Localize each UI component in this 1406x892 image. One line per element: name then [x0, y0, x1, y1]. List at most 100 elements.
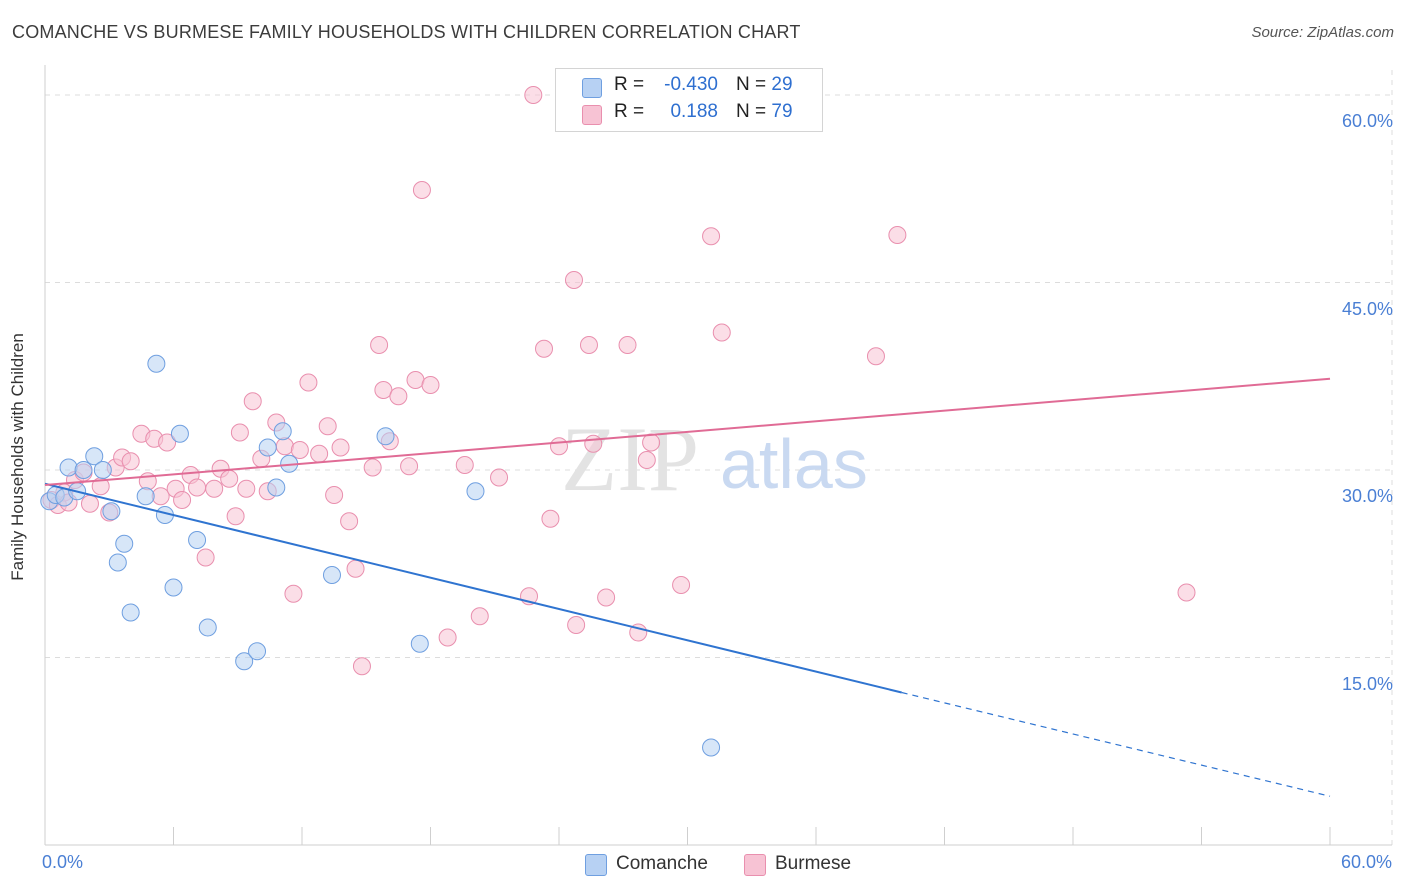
- burmese-point: [230, 423, 249, 442]
- axes: [44, 65, 1392, 846]
- bottom-legend-label-comanche: Comanche: [616, 853, 708, 874]
- burmese-point: [421, 376, 440, 394]
- comanche-point: [93, 461, 112, 479]
- burmese-point: [275, 437, 294, 456]
- burmese-point: [188, 478, 207, 497]
- burmese-point: [226, 507, 245, 526]
- comanche-point: [115, 534, 134, 553]
- burmese-point: [158, 433, 177, 452]
- bottom-legend-label-burmese: Burmese: [775, 853, 852, 874]
- comanche-trend-line: [44, 482, 902, 694]
- burmese-point: [535, 339, 554, 358]
- burmese-point: [455, 456, 474, 474]
- burmese-point: [672, 576, 691, 594]
- burmese-trend-line: [44, 377, 1331, 486]
- trend-lines: [44, 377, 1331, 797]
- gridlines: [45, 70, 1393, 845]
- burmese-point: [290, 441, 309, 459]
- burmese-point: [637, 451, 656, 469]
- comanche-point: [164, 578, 183, 597]
- stats-legend: R = -0.430 N = 29 R = 0.188 N = 79: [555, 68, 823, 132]
- burmese-point: [363, 458, 382, 477]
- burmese-point: [325, 486, 344, 504]
- burmese-point: [205, 479, 224, 498]
- comanche-point: [136, 487, 155, 506]
- burmese-point: [888, 226, 907, 244]
- burmese-point: [331, 438, 350, 457]
- comanche-point: [410, 634, 429, 653]
- burmese-point: [196, 548, 215, 567]
- burmese-point: [352, 657, 371, 676]
- comanche-point: [258, 438, 277, 457]
- burmese-point: [346, 559, 365, 578]
- bottom-legend-swatch-burmese: [744, 854, 766, 876]
- comanche-point: [59, 458, 78, 477]
- burmese-point: [642, 433, 661, 452]
- burmese-point: [80, 494, 99, 513]
- legend-n: N = 29: [736, 74, 793, 96]
- y-tick-label: 60.0%: [1341, 111, 1393, 131]
- y-tick-label: 15.0%: [1341, 673, 1393, 694]
- burmese-point: [524, 86, 543, 104]
- burmese-point: [866, 347, 885, 366]
- legend-n-label: N =: [736, 101, 767, 122]
- burmese-point: [243, 392, 262, 411]
- x-tick-label-min: 0.0%: [42, 852, 84, 872]
- comanche-point: [466, 482, 485, 501]
- burmese-point: [618, 336, 637, 354]
- comanche-point: [188, 531, 207, 549]
- burmese-point: [173, 491, 192, 509]
- legend-n-label: N =: [736, 74, 767, 95]
- legend-r-label: R =: [614, 74, 645, 95]
- burmese-point: [550, 437, 568, 456]
- legend-n-value: 29: [771, 74, 793, 95]
- comanche-point: [102, 502, 121, 521]
- legend-r-value: -0.430: [664, 74, 718, 95]
- legend-r-label: R =: [614, 101, 645, 122]
- burmese-point: [151, 487, 170, 506]
- comanche-point: [74, 461, 93, 479]
- burmese-point: [237, 479, 256, 498]
- comanche-point: [273, 422, 292, 441]
- comanche-point: [702, 738, 721, 757]
- legend-swatch-comanche: [582, 78, 602, 98]
- comanche-point: [85, 447, 104, 466]
- y-tick-label: 45.0%: [1341, 298, 1393, 319]
- burmese-point: [121, 452, 140, 471]
- burmese-point: [406, 371, 425, 389]
- comanche-point: [198, 618, 217, 637]
- watermark: ZIP atlas: [561, 408, 868, 510]
- comanche-point: [235, 652, 254, 671]
- comanche-point: [170, 424, 189, 443]
- burmese-point: [412, 181, 431, 199]
- legend-n-value: 79: [771, 101, 793, 122]
- burmese-point: [541, 509, 560, 528]
- watermark-zip: ZIP: [561, 408, 699, 510]
- y-axis-label: Family Households with Children: [8, 333, 27, 581]
- burmese-point: [299, 373, 318, 392]
- burmese-point: [370, 336, 389, 354]
- comanche-point: [322, 566, 341, 584]
- burmese-point: [490, 468, 509, 487]
- burmese-point: [318, 417, 337, 436]
- burmese-point: [310, 444, 329, 463]
- comanche-point: [121, 603, 140, 622]
- burmese-point: [1177, 583, 1196, 602]
- burmese-point: [400, 457, 419, 476]
- burmese-point: [220, 469, 239, 488]
- burmese-point: [284, 584, 303, 603]
- burmese-point: [584, 434, 603, 453]
- burmese-point: [374, 381, 393, 399]
- watermark-atlas: atlas: [720, 425, 868, 503]
- data-points: [40, 86, 1196, 757]
- comanche-point: [248, 642, 267, 661]
- comanche-point: [267, 478, 286, 497]
- burmese-point: [712, 323, 731, 342]
- comanche-point: [376, 427, 395, 446]
- burmese-point: [438, 628, 457, 647]
- legend-r-value: 0.188: [670, 101, 718, 122]
- burmese-point: [470, 607, 489, 626]
- source-label: Source: ZipAtlas.com: [1251, 24, 1394, 41]
- comanche-point: [108, 553, 127, 572]
